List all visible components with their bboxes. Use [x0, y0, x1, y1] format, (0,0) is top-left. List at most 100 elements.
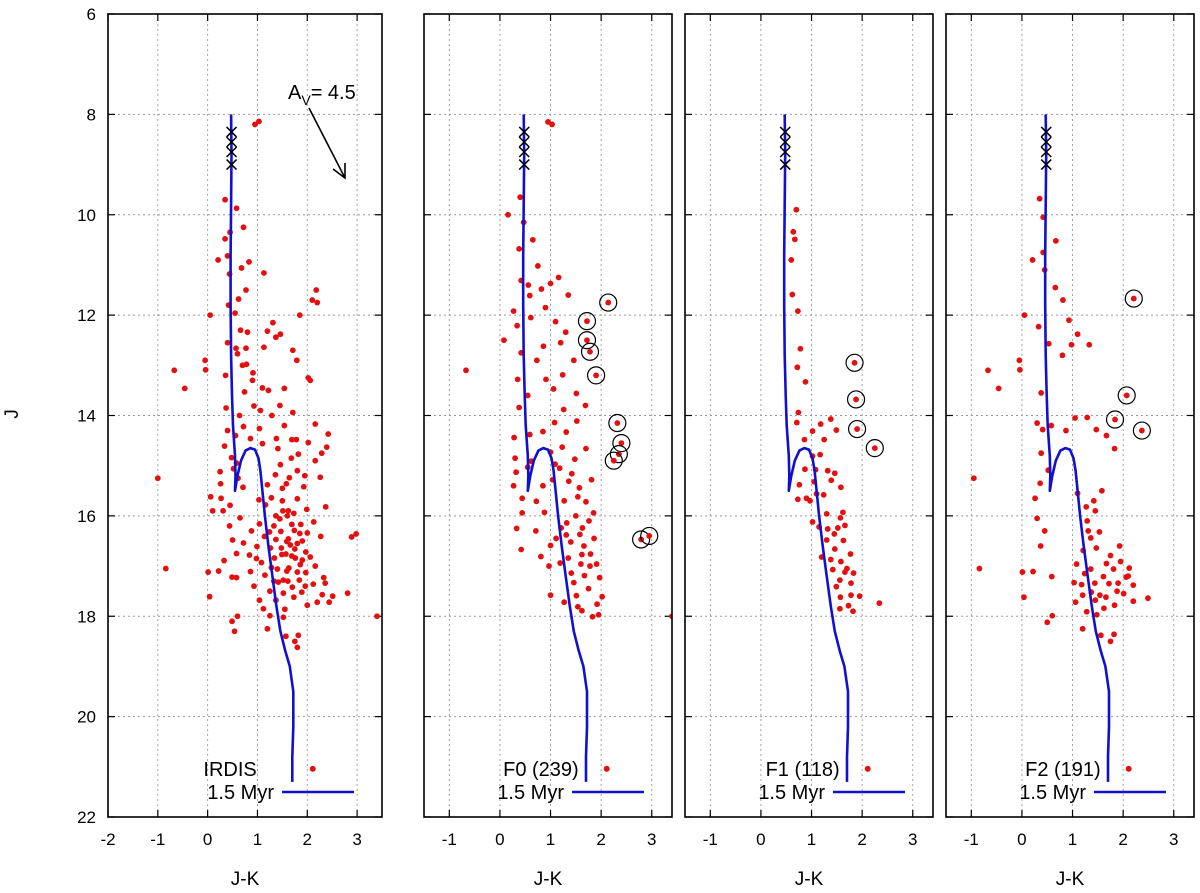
ticks: -1 0 1 2 3	[424, 13, 672, 849]
star-point	[1092, 507, 1099, 514]
star-point	[789, 291, 796, 298]
y-tick-label: 14	[77, 407, 96, 426]
star-point	[1092, 597, 1099, 604]
star-point	[1093, 426, 1100, 433]
star-point	[374, 613, 380, 620]
circled-marker	[1117, 386, 1136, 405]
star-point	[243, 287, 249, 293]
star-point	[305, 439, 312, 446]
star-point	[540, 482, 546, 489]
star-point	[320, 574, 327, 581]
star-point	[565, 478, 572, 485]
star-point	[793, 419, 800, 426]
star-point	[280, 590, 287, 597]
star-point	[796, 481, 803, 488]
star-point	[265, 387, 272, 394]
star-point	[817, 451, 824, 458]
star-point	[552, 318, 559, 325]
star-point	[556, 465, 563, 472]
star-point	[276, 515, 283, 522]
panel-frame	[684, 13, 934, 818]
star-point	[277, 528, 284, 535]
circled-star-point	[584, 337, 590, 344]
star-point	[256, 496, 262, 503]
star-point	[807, 497, 813, 504]
circled-marker	[632, 530, 651, 549]
star-point	[1093, 545, 1100, 551]
star-point	[261, 344, 267, 351]
star-point	[297, 521, 304, 528]
star-point	[574, 493, 581, 500]
star-point	[576, 531, 583, 538]
star-point	[1048, 422, 1055, 429]
cross-marker	[779, 126, 791, 138]
star-point	[259, 440, 266, 447]
star-point	[224, 339, 231, 346]
star-point	[295, 632, 302, 639]
star-point	[261, 270, 267, 276]
isochrone-line	[1043, 114, 1111, 782]
star-point	[302, 569, 309, 576]
star-point	[278, 545, 285, 551]
annotation-sub: V	[301, 92, 311, 108]
star-point	[259, 384, 266, 391]
star-point	[236, 412, 243, 419]
star-point	[1030, 568, 1036, 575]
star-point	[833, 583, 840, 590]
legend-star-marker	[864, 765, 871, 772]
circled-marker	[846, 390, 866, 409]
star-point	[279, 507, 286, 514]
star-point	[294, 495, 301, 502]
star-point	[579, 551, 585, 558]
star-point	[976, 565, 983, 572]
legend: F0 (239)1.5 Myr	[497, 759, 644, 804]
star-point	[543, 376, 549, 383]
star-point	[243, 345, 249, 352]
star-point	[1117, 558, 1124, 565]
star-point	[301, 472, 308, 479]
star-point	[274, 445, 281, 452]
star-point	[1039, 426, 1046, 433]
star-point	[1086, 341, 1093, 348]
star-point	[286, 474, 293, 481]
star-point	[288, 553, 295, 559]
legend-label: F2 (191)	[1025, 759, 1101, 781]
circled-marker	[604, 451, 623, 470]
star-point	[1079, 592, 1086, 599]
star-point	[291, 638, 298, 645]
star-point	[809, 428, 816, 434]
star-point	[585, 585, 592, 592]
star-point	[579, 607, 585, 614]
star-point	[206, 593, 213, 600]
star-point	[1101, 605, 1107, 612]
x-tick-label: 3	[908, 830, 917, 849]
star-point	[546, 563, 552, 569]
extinction-vector-arrowhead	[332, 163, 346, 180]
star-point	[809, 518, 816, 525]
plot-area	[463, 114, 672, 782]
star-point	[202, 366, 209, 373]
star-point	[793, 206, 800, 213]
star-point	[1083, 608, 1090, 615]
star-point	[1100, 573, 1107, 580]
star-point	[215, 257, 221, 263]
star-point	[272, 334, 279, 341]
star-point	[801, 436, 808, 443]
star-point	[559, 444, 566, 451]
star-point	[229, 618, 235, 625]
star-point	[281, 606, 288, 613]
star-point	[831, 531, 838, 537]
star-point	[285, 507, 292, 514]
star-point	[562, 329, 569, 336]
star-point	[526, 431, 533, 438]
star-point	[256, 597, 263, 604]
star-point	[277, 461, 284, 468]
star-point	[285, 565, 292, 571]
star-point	[837, 514, 844, 521]
circled-star-point	[854, 426, 860, 432]
star-point	[1034, 420, 1041, 426]
star-point	[595, 611, 602, 618]
circled-marker	[612, 434, 631, 453]
x-tick-label: -1	[703, 830, 718, 849]
star-point	[323, 444, 330, 451]
